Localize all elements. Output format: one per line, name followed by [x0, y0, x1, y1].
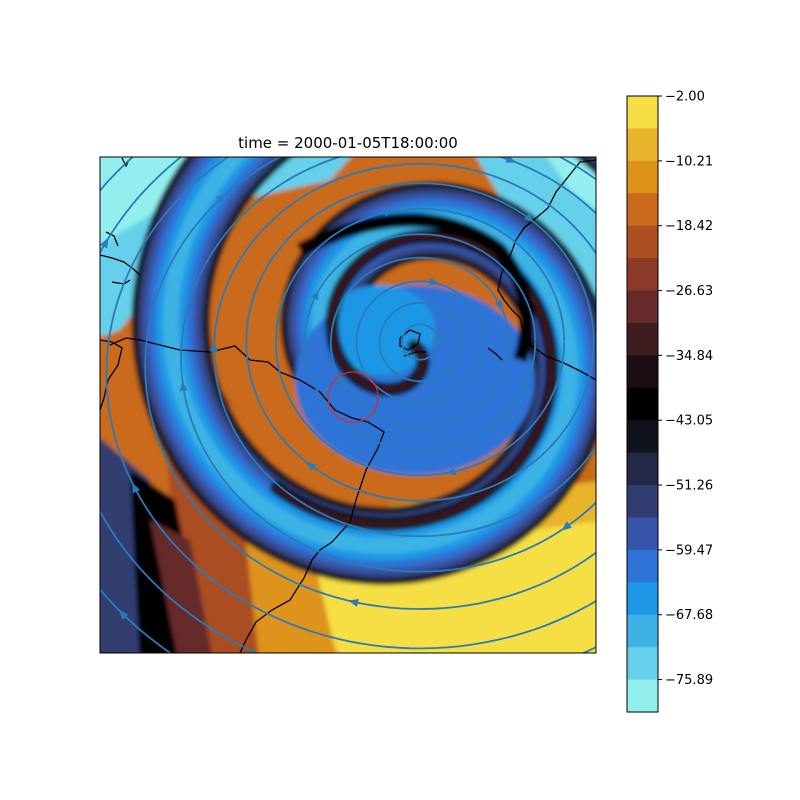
colorbar-tick-label: −26.63: [665, 284, 713, 299]
streamline-arrow: [494, 299, 503, 311]
colorbar-swatch: [627, 679, 658, 713]
streamline-arrow: [100, 237, 109, 249]
streamline: [355, 280, 485, 404]
colorbar-frame: [626, 95, 659, 713]
streamline-arrow: [337, 54, 348, 62]
streamline-arrow: [446, 96, 456, 104]
coastline: [105, 231, 119, 247]
coastline: [487, 347, 503, 361]
streamline-arrow: [383, 208, 395, 217]
colorbar-tick-label: −51.26: [665, 479, 713, 494]
colorbar-swatch: [627, 452, 658, 486]
coastline: [121, 157, 129, 168]
colorbar-swatch: [627, 96, 658, 130]
temperature-field: [100, 157, 596, 653]
colorbar-swatch: [627, 420, 658, 454]
colorbar-swatch: [627, 485, 658, 519]
map-frame: [99, 156, 597, 654]
streamline-arrow: [445, 467, 457, 476]
streamline-arrow: [348, 599, 359, 607]
streamline: [144, 157, 596, 610]
storm-center-marker: [327, 371, 379, 423]
colorbar-tick-label: −2.00: [665, 90, 705, 105]
streamline: [245, 182, 595, 502]
colorbar-swatch: [627, 128, 658, 162]
colorbar-tick-label: −75.89: [665, 673, 713, 688]
streamline: [330, 256, 510, 428]
streamline: [401, 323, 439, 361]
streamline: [275, 207, 566, 477]
streamline-arrow: [310, 289, 319, 301]
streamline-arrow: [434, 337, 442, 347]
streamline-arrow: [428, 277, 440, 286]
streamline-arrow: [521, 383, 530, 395]
streamline-arrow: [305, 461, 317, 471]
coastline: [100, 339, 123, 411]
streamline-arrow: [441, 366, 452, 376]
colorbar-tick-label: −34.84: [665, 349, 713, 364]
colorbar-tick-label: −10.21: [665, 154, 713, 169]
colorbar-swatch: [627, 549, 658, 583]
streamline-arrow: [793, 493, 800, 504]
streamline-arrow: [216, 193, 227, 204]
colorbar-swatch: [627, 160, 658, 194]
streamline-arrow: [523, 213, 535, 223]
streamline: [303, 233, 537, 451]
colorbar-swatch: [627, 614, 658, 648]
streamline-arrow: [561, 521, 572, 531]
field-band: [100, 157, 272, 245]
colorbar-tick-label: −59.47: [665, 543, 713, 558]
field-band: [150, 520, 212, 653]
colorbar-swatch: [627, 225, 658, 259]
dry-slot: [274, 233, 555, 527]
streamline-arrow: [400, 398, 412, 407]
streamline: [180, 157, 596, 573]
map-panel: [100, 54, 800, 691]
colorbar-swatch: [627, 258, 658, 292]
streamline-arrow: [432, 683, 442, 691]
coastline: [100, 254, 141, 276]
streamline: [378, 301, 462, 383]
streamline-arrow: [118, 609, 129, 620]
dry-slot: [296, 213, 534, 363]
streamline-arrow: [179, 380, 188, 392]
colorbar-tick-label: −67.68: [665, 608, 713, 623]
streamline-arrow: [672, 528, 681, 538]
coastline: [109, 337, 385, 653]
colorbar-swatch: [627, 322, 658, 356]
streamline-arrow: [132, 482, 140, 494]
colorbar: −2.00 −10.21 −18.42 −26.63 −34.84 −43.05 −51.2…: [626, 90, 713, 713]
streamlines: [100, 54, 800, 691]
colorbar-swatch: [627, 193, 658, 227]
colorbar-swatch: [627, 387, 658, 421]
plot-title: time = 2000-01-05T18:00:00: [238, 134, 458, 152]
colorbar-swatch: [627, 290, 658, 324]
streamline-arrow: [209, 341, 218, 352]
coastline: [399, 329, 421, 351]
streamline: [105, 157, 596, 650]
cold-core: [325, 285, 435, 375]
colorbar-tick-label: −18.42: [665, 219, 713, 234]
colorbar-swatch: [627, 355, 658, 389]
colorbar-tick-label: −43.05: [665, 414, 713, 429]
colorbar-swatch: [627, 582, 658, 616]
streamline-arrow: [505, 157, 517, 163]
colorbar-swatch: [627, 647, 658, 681]
colorbar-swatch: [627, 517, 658, 551]
